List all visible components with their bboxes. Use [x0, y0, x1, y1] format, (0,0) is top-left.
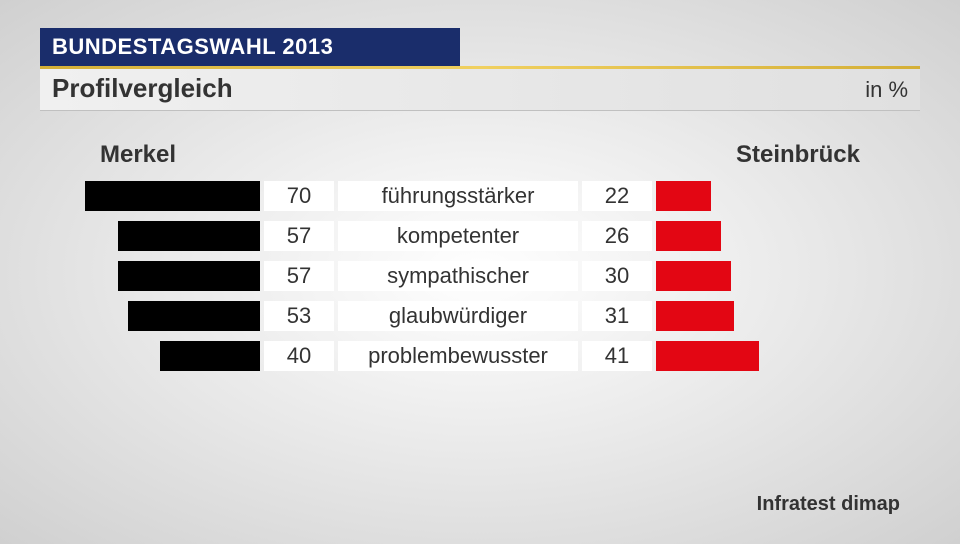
- bar-left-wrap: [60, 339, 260, 373]
- value-right: 41: [582, 341, 652, 371]
- bar-right-wrap: [656, 219, 856, 253]
- bar-right-wrap: [656, 259, 856, 293]
- bar-left: [85, 181, 260, 211]
- value-left: 70: [264, 181, 334, 211]
- bar-left-wrap: [60, 219, 260, 253]
- bar-left: [118, 261, 261, 291]
- bar-right: [656, 221, 721, 251]
- value-left: 40: [264, 341, 334, 371]
- chart-container: BUNDESTAGSWAHL 2013 Profilvergleich in %…: [0, 0, 960, 544]
- right-column-header: Steinbrück: [736, 141, 860, 169]
- subtitle-row: Profilvergleich in %: [40, 69, 920, 111]
- bar-right-wrap: [656, 339, 856, 373]
- value-right: 30: [582, 261, 652, 291]
- category-label: führungsstärker: [338, 181, 578, 211]
- chart-area: Merkel Steinbrück 70 führungsstärker 22: [40, 141, 920, 373]
- subtitle: Profilvergleich: [52, 73, 233, 104]
- bar-left: [128, 301, 261, 331]
- chart-rows: 70 führungsstärker 22 57 kompetenter 26: [60, 179, 900, 373]
- category-label: kompetenter: [338, 221, 578, 251]
- bar-left-wrap: [60, 259, 260, 293]
- bar-right-wrap: [656, 299, 856, 333]
- chart-row: 57 kompetenter 26: [60, 219, 900, 253]
- left-column-header: Merkel: [100, 141, 176, 169]
- value-right: 26: [582, 221, 652, 251]
- value-right: 31: [582, 301, 652, 331]
- category-label: problembewusster: [338, 341, 578, 371]
- bar-left: [160, 341, 260, 371]
- value-left: 53: [264, 301, 334, 331]
- bar-right-wrap: [656, 179, 856, 213]
- bar-right: [656, 341, 759, 371]
- column-headers: Merkel Steinbrück: [60, 141, 900, 179]
- header-banner: BUNDESTAGSWAHL 2013: [40, 28, 460, 66]
- chart-row: 70 führungsstärker 22: [60, 179, 900, 213]
- source-attribution: Infratest dimap: [757, 493, 900, 516]
- bar-right: [656, 261, 731, 291]
- chart-row: 53 glaubwürdiger 31: [60, 299, 900, 333]
- bar-left-wrap: [60, 299, 260, 333]
- value-left: 57: [264, 221, 334, 251]
- category-label: sympathischer: [338, 261, 578, 291]
- value-right: 22: [582, 181, 652, 211]
- category-label: glaubwürdiger: [338, 301, 578, 331]
- bar-left-wrap: [60, 179, 260, 213]
- unit-label: in %: [865, 77, 908, 103]
- chart-row: 40 problembewusster 41: [60, 339, 900, 373]
- bar-right: [656, 181, 711, 211]
- bar-right: [656, 301, 734, 331]
- bar-left: [118, 221, 261, 251]
- chart-row: 57 sympathischer 30: [60, 259, 900, 293]
- value-left: 57: [264, 261, 334, 291]
